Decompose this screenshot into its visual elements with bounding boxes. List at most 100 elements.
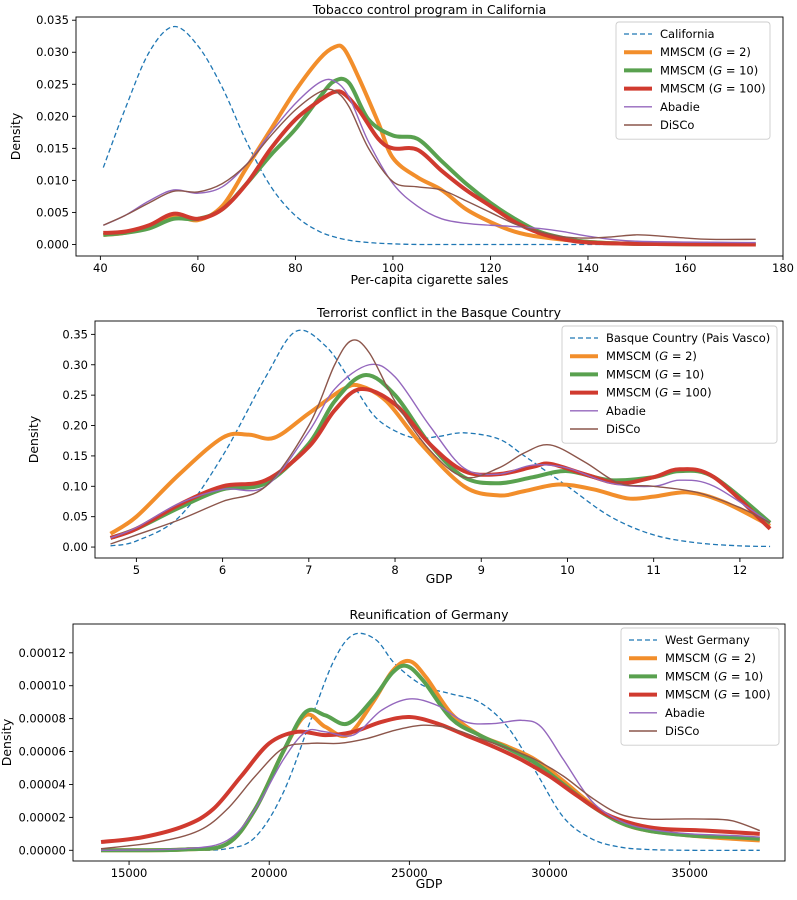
legend-label: MMSCM (G = 10) xyxy=(660,63,758,77)
series-line-0 xyxy=(102,25,756,246)
x-tick-label: 35000 xyxy=(671,866,708,880)
series-line-1 xyxy=(109,382,771,536)
legend-label: Abadie xyxy=(606,404,646,418)
series-line-4 xyxy=(103,78,756,244)
y-tick-label: 0.25 xyxy=(62,388,88,402)
x-tick-label: 160 xyxy=(675,261,697,275)
legend-label: DiSCo xyxy=(606,422,640,436)
chart-title: Reunification of Germany xyxy=(350,607,510,622)
y-tick-label: 0.000 xyxy=(36,237,69,251)
series-line-4 xyxy=(101,698,760,851)
series-line-3 xyxy=(109,387,772,540)
x-tick-label: 9 xyxy=(478,563,485,577)
legend-label: MMSCM (G = 2) xyxy=(660,45,751,59)
chart-title: Tobacco control program in California xyxy=(312,2,546,17)
x-tick-label: 40 xyxy=(93,261,108,275)
x-tick-label: 30000 xyxy=(531,866,568,880)
legend-label: MMSCM (G = 2) xyxy=(606,349,697,363)
legend-label: MMSCM (G = 2) xyxy=(665,651,756,665)
y-tick-label: 0.00008 xyxy=(18,712,66,726)
plot-area xyxy=(102,25,756,247)
series-line-5 xyxy=(110,339,771,545)
legend-box xyxy=(561,325,778,444)
y-tick-label: 0.015 xyxy=(36,141,69,155)
chart-panel-3: Reunification of Germany 15000 20000 25000 3… xyxy=(0,607,786,891)
plot-frame xyxy=(75,16,784,257)
legend-box xyxy=(620,627,780,746)
plot-frame xyxy=(94,320,784,559)
y-tick-label: 0.00002 xyxy=(18,810,66,824)
x-tick-label: 7 xyxy=(305,563,312,577)
plot-area xyxy=(109,329,772,548)
y-tick-label: 0.00010 xyxy=(18,679,66,693)
x-tick-label: 25000 xyxy=(391,866,428,880)
series-line-0 xyxy=(110,329,771,548)
y-tick-label: 0.030 xyxy=(36,45,69,59)
x-tick-label: 120 xyxy=(479,261,501,275)
legend-label: DiSCo xyxy=(665,724,699,738)
legend-label: MMSCM (G = 10) xyxy=(665,669,763,683)
series-line-0 xyxy=(101,632,760,852)
legend-label: Basque Country (Pais Vasco) xyxy=(606,331,770,345)
chart-panel-1: Tobacco control program in California 40 6… xyxy=(8,2,794,287)
legend: West Germany MMSCM (G = 2) MMSCM (G = 10) M… xyxy=(620,627,780,746)
legend-label: West Germany xyxy=(665,633,750,647)
y-tick-label: 0.010 xyxy=(36,173,69,187)
y-tick-label: 0.20 xyxy=(62,419,88,433)
x-tick-label: 5 xyxy=(133,563,140,577)
x-tick-label: 8 xyxy=(391,563,398,577)
x-tick-label: 20000 xyxy=(251,866,288,880)
y-tick-label: 0.005 xyxy=(36,205,69,219)
legend: Basque Country (Pais Vasco) MMSCM (G = 2)… xyxy=(561,325,778,444)
legend-label: Abadie xyxy=(665,706,705,720)
y-tick-label: 0.00012 xyxy=(18,646,66,660)
series-line-5 xyxy=(100,724,761,850)
series-line-3 xyxy=(103,89,756,247)
x-tick-label: 6 xyxy=(219,563,226,577)
plot-frame xyxy=(72,623,786,862)
y-tick-label: 0.05 xyxy=(62,510,88,524)
legend-label: MMSCM (G = 100) xyxy=(665,688,771,702)
x-tick-label: 140 xyxy=(577,261,599,275)
legend-label: California xyxy=(660,27,715,41)
y-tick-label: 0.020 xyxy=(36,109,69,123)
y-tick-label: 0.025 xyxy=(36,77,69,91)
legend-label: DiSCo xyxy=(660,118,694,132)
series-line-2 xyxy=(101,663,760,853)
y-tick-label: 0.00 xyxy=(62,540,88,554)
x-tick-label: 11 xyxy=(646,563,661,577)
y-axis-label: Density xyxy=(8,112,23,160)
plot-area xyxy=(100,632,761,853)
x-axis-label: Per-capita cigarette sales xyxy=(351,272,509,287)
x-tick-label: 100 xyxy=(382,261,404,275)
y-tick-label: 0.00006 xyxy=(18,745,66,759)
legend-label: MMSCM (G = 10) xyxy=(606,367,704,381)
y-tick-label: 0.00000 xyxy=(18,843,66,857)
series-line-3 xyxy=(100,714,760,845)
x-axis-label: GDP xyxy=(416,876,443,891)
x-tick-label: 15000 xyxy=(111,866,148,880)
x-tick-label: 60 xyxy=(191,261,206,275)
y-tick-label: 0.35 xyxy=(62,327,88,341)
y-tick-label: 0.00004 xyxy=(18,777,66,791)
legend-label: MMSCM (G = 100) xyxy=(660,82,766,96)
y-tick-label: 0.10 xyxy=(62,479,88,493)
y-tick-label: 0.30 xyxy=(62,358,88,372)
legend: California MMSCM (G = 2) MMSCM (G = 10) MMS… xyxy=(615,21,771,140)
x-tick-label: 80 xyxy=(288,261,303,275)
legend-box xyxy=(615,21,771,140)
y-axis-label: Density xyxy=(0,718,14,766)
y-tick-label: 0.15 xyxy=(62,449,88,463)
series-line-5 xyxy=(103,88,756,241)
y-axis-label: Density xyxy=(26,415,41,463)
y-tick-label: 0.035 xyxy=(36,13,69,27)
x-tick-label: 10 xyxy=(560,563,575,577)
x-axis-label: GDP xyxy=(426,571,453,586)
chart-title: Terrorist conflict in the Basque Country xyxy=(316,305,562,320)
legend-label: Abadie xyxy=(660,100,700,114)
x-tick-label: 180 xyxy=(772,261,794,275)
legend-label: MMSCM (G = 100) xyxy=(606,386,712,400)
chart-panel-2: Terrorist conflict in the Basque Country… xyxy=(26,305,784,586)
x-tick-label: 12 xyxy=(733,563,748,577)
